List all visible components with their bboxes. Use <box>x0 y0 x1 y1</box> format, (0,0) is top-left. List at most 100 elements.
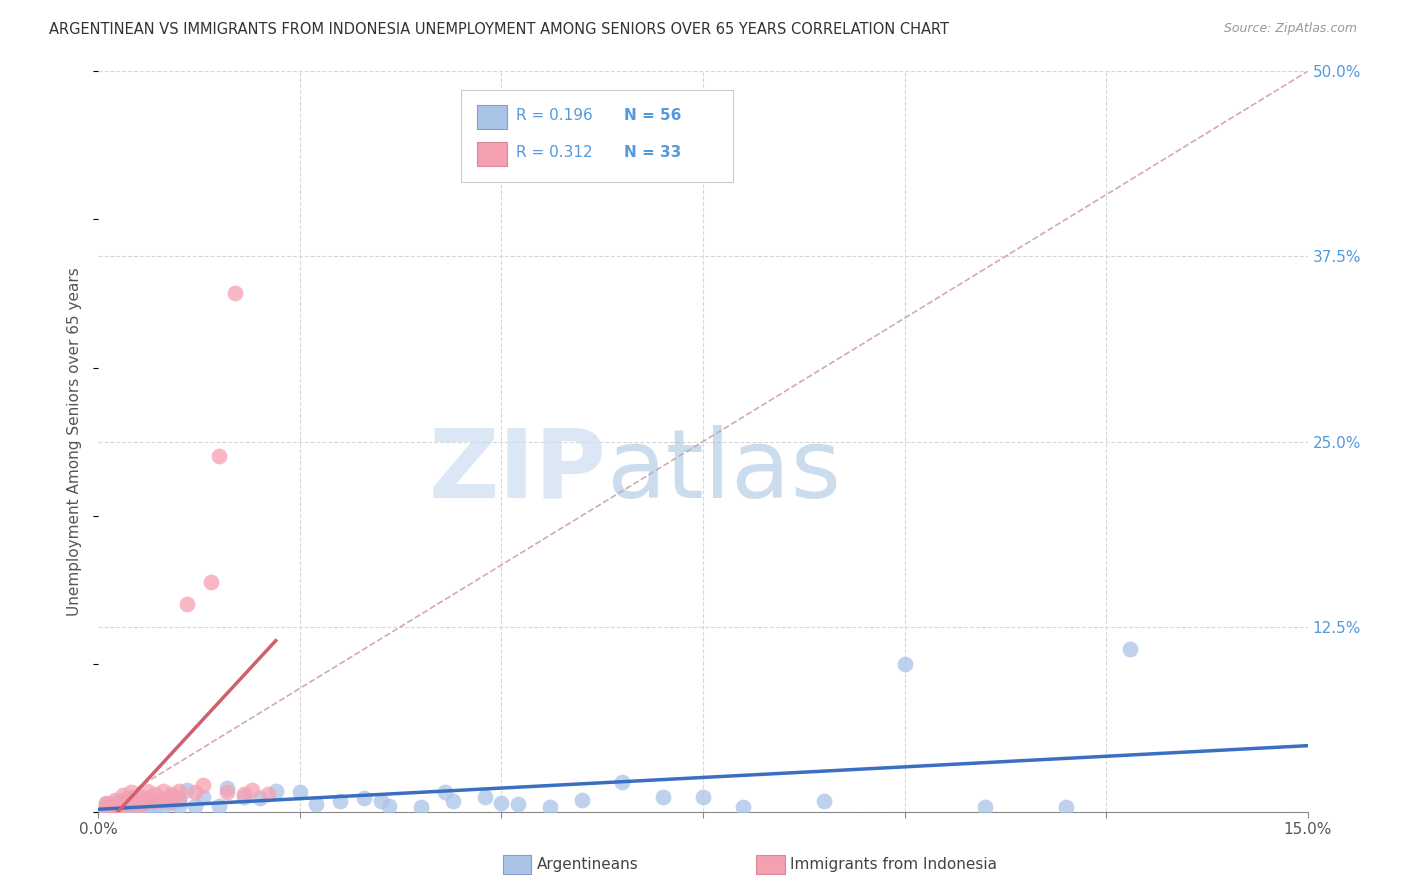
Point <box>128 794 150 808</box>
Point <box>103 793 125 807</box>
Point <box>103 798 125 813</box>
FancyBboxPatch shape <box>461 90 734 183</box>
Point <box>217 780 239 795</box>
Text: N = 33: N = 33 <box>624 145 682 161</box>
Text: Argentineans: Argentineans <box>537 857 638 871</box>
Point <box>167 793 190 807</box>
Point <box>120 800 142 814</box>
FancyBboxPatch shape <box>477 143 508 166</box>
Point <box>111 789 134 803</box>
Point <box>813 794 835 808</box>
Point <box>224 286 246 301</box>
Point <box>353 791 375 805</box>
Point <box>160 794 183 808</box>
Point <box>240 782 263 797</box>
Point <box>208 798 231 813</box>
Point <box>441 794 464 808</box>
Point <box>160 789 183 804</box>
Point <box>893 657 915 671</box>
Point <box>111 794 134 808</box>
Point <box>96 802 118 816</box>
Point <box>160 796 183 810</box>
Point <box>167 798 190 813</box>
Point <box>167 791 190 805</box>
Point <box>651 789 673 804</box>
Text: ARGENTINEAN VS IMMIGRANTS FROM INDONESIA UNEMPLOYMENT AMONG SENIORS OVER 65 YEAR: ARGENTINEAN VS IMMIGRANTS FROM INDONESIA… <box>49 22 949 37</box>
Point <box>612 775 634 789</box>
Point <box>264 784 287 798</box>
Point <box>193 789 215 804</box>
Point <box>152 784 174 798</box>
Point <box>143 798 166 813</box>
Point <box>370 794 392 808</box>
Point <box>193 778 215 792</box>
Point <box>96 800 118 814</box>
Text: R = 0.196: R = 0.196 <box>516 108 592 123</box>
Text: Immigrants from Indonesia: Immigrants from Indonesia <box>790 857 997 871</box>
Text: N = 56: N = 56 <box>624 108 682 123</box>
Text: ZIP: ZIP <box>429 425 606 517</box>
Point <box>103 800 125 814</box>
Point <box>135 791 157 805</box>
Point <box>96 797 118 812</box>
Point <box>377 798 399 813</box>
Point <box>96 796 118 810</box>
Point <box>434 785 457 799</box>
Point <box>571 793 593 807</box>
Point <box>1054 800 1077 814</box>
Point <box>128 797 150 812</box>
Point <box>111 793 134 807</box>
Point <box>103 796 125 810</box>
Point <box>305 797 328 812</box>
Point <box>111 802 134 816</box>
Point <box>506 797 529 812</box>
Point <box>1119 641 1142 656</box>
Point <box>184 798 207 813</box>
Point <box>176 598 198 612</box>
Point <box>143 787 166 801</box>
Point <box>733 800 755 814</box>
Point <box>143 793 166 807</box>
Point <box>329 794 352 808</box>
Text: R = 0.312: R = 0.312 <box>516 145 592 161</box>
Point <box>120 785 142 799</box>
Point <box>217 785 239 799</box>
Point <box>111 797 134 812</box>
Point <box>135 796 157 810</box>
Point <box>474 789 496 804</box>
Text: Source: ZipAtlas.com: Source: ZipAtlas.com <box>1223 22 1357 36</box>
Point <box>692 789 714 804</box>
Point <box>491 796 513 810</box>
Point <box>128 796 150 810</box>
FancyBboxPatch shape <box>477 105 508 129</box>
Point <box>409 800 432 814</box>
Point <box>538 800 561 814</box>
Point <box>288 785 311 799</box>
Point <box>200 575 222 590</box>
Point <box>128 789 150 804</box>
Point <box>152 800 174 814</box>
Point <box>974 800 997 814</box>
Point <box>135 784 157 798</box>
Point <box>167 784 190 798</box>
Point <box>120 798 142 813</box>
Point <box>152 793 174 807</box>
Point <box>232 789 254 804</box>
Point <box>232 787 254 801</box>
Point <box>135 800 157 814</box>
Point <box>208 450 231 464</box>
Point <box>120 793 142 807</box>
Point <box>249 791 271 805</box>
Point <box>103 803 125 817</box>
Y-axis label: Unemployment Among Seniors over 65 years: Unemployment Among Seniors over 65 years <box>67 268 83 615</box>
Point <box>176 782 198 797</box>
Point <box>128 800 150 814</box>
Point <box>143 794 166 808</box>
Point <box>103 798 125 813</box>
Point <box>184 785 207 799</box>
Point <box>256 787 278 801</box>
Point <box>152 794 174 808</box>
Point <box>120 796 142 810</box>
Point <box>96 800 118 814</box>
Text: atlas: atlas <box>606 425 841 517</box>
